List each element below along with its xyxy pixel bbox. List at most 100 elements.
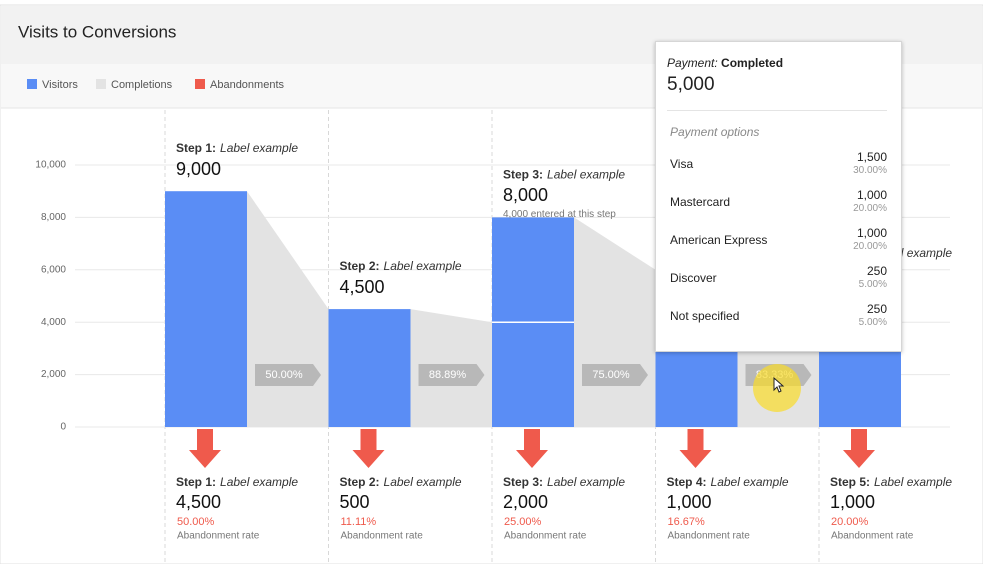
tooltip-header: Payment: Completed	[667, 56, 887, 70]
legend-swatch	[96, 79, 106, 89]
tooltip: Payment: Completed 5,000 Payment options…	[655, 41, 902, 352]
step-text: Label example	[384, 475, 462, 489]
abandonment-caption: Abandonment rate	[177, 531, 260, 542]
abandonment-value: 500	[340, 492, 370, 512]
step-name: Step 1:	[176, 141, 216, 155]
legend-label: Completions	[111, 79, 173, 91]
abandonment-rate: 20.00%	[831, 516, 869, 528]
legend-swatch	[27, 79, 37, 89]
step-name: Step 4:	[667, 475, 707, 489]
abandonment-rate: 50.00%	[177, 516, 215, 528]
visitor-bar	[165, 191, 247, 427]
cursor	[773, 376, 785, 393]
row-name: Discover	[670, 271, 717, 285]
y-tick-label: 0	[60, 422, 66, 433]
abandonment-arrow	[843, 429, 875, 468]
abandonment-rate: 16.67%	[668, 516, 706, 528]
step-text: Label example	[220, 475, 298, 489]
abandonment-value: 2,000	[503, 492, 548, 512]
completion-rate: 50.00%	[265, 369, 303, 381]
abandonment-arrow	[679, 429, 712, 468]
step-label: Step 2: Label example	[340, 259, 462, 273]
tooltip-row: Discover 250 5.00%	[670, 259, 887, 297]
row-share: 20.00%	[853, 203, 887, 214]
step-name: Step 5:	[830, 475, 870, 489]
abandonment-caption: Abandonment rate	[831, 531, 914, 542]
tooltip-prefix: Payment:	[667, 56, 718, 70]
abandonment-rate: 25.00%	[504, 516, 542, 528]
step-text: Label example	[220, 141, 298, 155]
step-name: Step 3:	[503, 168, 543, 182]
abandonment-value: 4,500	[176, 492, 221, 512]
row-name: Mastercard	[670, 195, 731, 209]
visitor-value: 9,000	[176, 159, 221, 179]
step-name: Step 1:	[176, 475, 216, 489]
tooltip-row: American Express 1,000 20.00%	[670, 221, 887, 259]
visitor-value: 8,000	[503, 185, 548, 205]
step-name: Step 2:	[340, 259, 380, 273]
row-numbers: 250 5.00%	[859, 302, 887, 330]
step-text: Label example	[384, 259, 462, 273]
step-text: Label example	[547, 475, 625, 489]
row-name: Visa	[670, 157, 694, 171]
step-label: Step 3: Label example	[503, 475, 625, 489]
y-tick-label: 4,000	[41, 317, 66, 328]
row-share: 5.00%	[858, 279, 887, 290]
abandonment-value: 1,000	[830, 492, 875, 512]
tooltip-row: Not specified 250 5.00%	[670, 297, 887, 335]
abandonment-arrow	[189, 429, 221, 468]
y-tick-label: 8,000	[41, 212, 66, 223]
row-numbers: 250 5.00%	[859, 264, 887, 292]
abandonment-caption: Abandonment rate	[341, 531, 424, 542]
step-label: Step 5: Label example	[830, 475, 952, 489]
tooltip-title: Completed	[721, 56, 784, 70]
row-name: Not specified	[670, 309, 740, 323]
row-share: 30.00%	[853, 165, 887, 176]
tooltip-row: Mastercard 1,000 20.00%	[670, 183, 887, 221]
abandonment-rate: 11.11%	[341, 516, 377, 528]
legend-swatch	[195, 79, 205, 89]
visitor-bar	[328, 309, 411, 427]
row-name: American Express	[670, 233, 768, 247]
row-count: 250	[866, 264, 887, 278]
abandonment-value: 1,000	[667, 492, 712, 512]
abandonment-arrow	[516, 429, 548, 468]
rate-arrow	[582, 364, 648, 386]
row-numbers: 1,500 30.00%	[853, 150, 887, 178]
legend-label: Abandonments	[210, 79, 284, 91]
step-label: Step 2: Label example	[340, 475, 462, 489]
completion-rate: 88.89%	[429, 369, 467, 381]
step-label: Step 3: Label example	[503, 168, 625, 182]
step-name: Step 2:	[340, 475, 380, 489]
visitor-value: 4,500	[340, 277, 385, 297]
abandonment-caption: Abandonment rate	[504, 531, 587, 542]
row-count: 1,000	[856, 188, 887, 202]
step-label: Step 4: Label example	[667, 475, 789, 489]
abandonment-caption: Abandonment rate	[668, 531, 751, 542]
step-text: Label example	[874, 475, 952, 489]
row-share: 20.00%	[853, 241, 887, 252]
row-count: 1,000	[856, 226, 887, 240]
chart-title: Visits to Conversions	[18, 22, 176, 41]
row-numbers: 1,000 20.00%	[853, 188, 887, 216]
step-text: Label example	[547, 168, 625, 182]
row-count: 1,500	[856, 150, 887, 164]
rate-arrow	[255, 364, 321, 386]
row-share: 5.00%	[858, 317, 887, 328]
step-text: Label example	[711, 475, 789, 489]
legend-label: Visitors	[42, 79, 78, 91]
tooltip-value: 5,000	[667, 74, 887, 111]
step-label: Step 1: Label example	[176, 141, 298, 155]
tooltip-row: Visa 1,500 30.00%	[670, 145, 887, 183]
step-name: Step 3:	[503, 475, 543, 489]
y-tick-label: 10,000	[35, 160, 66, 171]
completion-rate: 75.00%	[592, 369, 630, 381]
rate-arrow	[418, 364, 485, 386]
entered-note: 4,000 entered at this step	[503, 209, 616, 220]
tooltip-section: Payment options	[670, 125, 760, 139]
row-count: 250	[866, 302, 887, 316]
y-tick-label: 2,000	[41, 369, 66, 380]
tooltip-rows: Visa 1,500 30.00% Mastercard 1,000 20.00% Amer…	[667, 145, 887, 335]
step-label: Step 1: Label example	[176, 475, 298, 489]
